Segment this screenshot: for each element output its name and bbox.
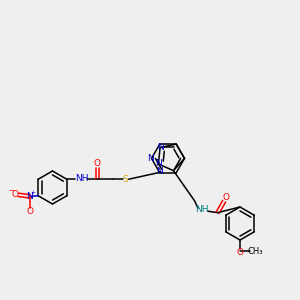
Text: O: O <box>94 159 101 168</box>
Text: O: O <box>26 208 33 217</box>
Text: O: O <box>11 190 18 199</box>
Text: NH: NH <box>75 174 88 183</box>
Text: NH: NH <box>196 206 209 214</box>
Text: N: N <box>157 143 164 152</box>
Text: O: O <box>236 248 244 257</box>
Text: N: N <box>156 167 163 176</box>
Text: N: N <box>26 192 33 201</box>
Text: O: O <box>223 193 230 202</box>
Text: S: S <box>123 175 128 184</box>
Text: N: N <box>148 154 154 163</box>
Text: +: + <box>31 190 36 195</box>
Text: −: − <box>8 188 14 194</box>
Text: N: N <box>155 160 162 169</box>
Text: CH₃: CH₃ <box>248 247 263 256</box>
